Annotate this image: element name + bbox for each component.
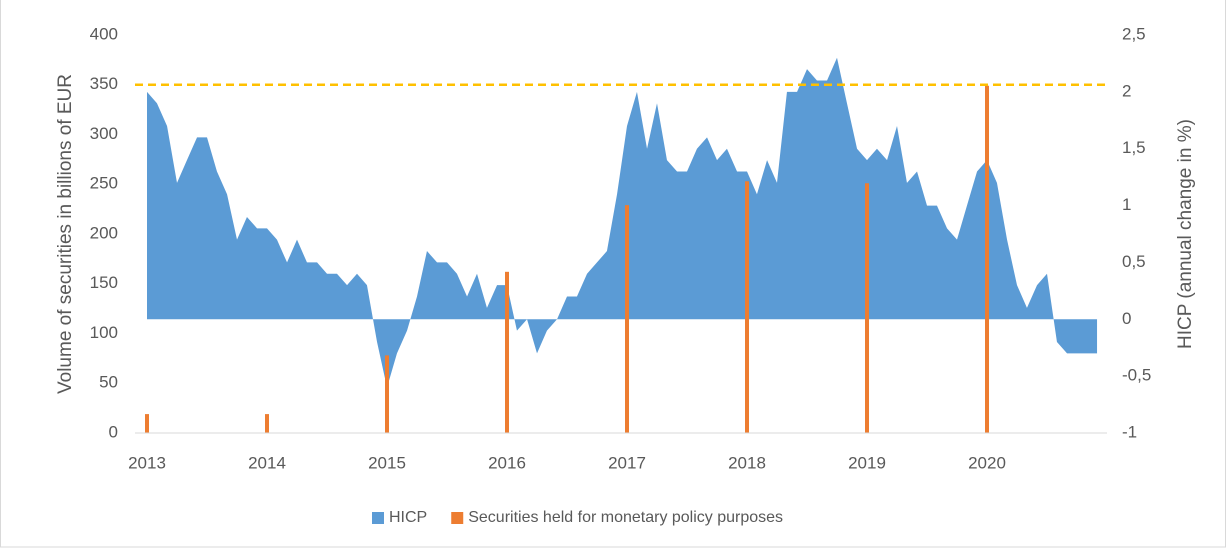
y-axis-title: Volume of securities in billions of EUR bbox=[55, 74, 76, 394]
y2-tick-label: 1,5 bbox=[1122, 138, 1146, 157]
bar bbox=[745, 181, 749, 433]
y2-tick-label: 2 bbox=[1122, 81, 1131, 100]
x-tick-label: 2013 bbox=[128, 453, 166, 472]
y-tick-label: 250 bbox=[90, 174, 118, 193]
bar bbox=[505, 271, 509, 433]
x-tick-label: 2019 bbox=[848, 453, 886, 472]
y2-tick-label: 1 bbox=[1122, 195, 1131, 214]
y-tick-label: 150 bbox=[90, 273, 118, 292]
y2-tick-label: 2,5 bbox=[1122, 24, 1146, 43]
bar bbox=[265, 414, 269, 433]
y-tick-label: 350 bbox=[90, 74, 118, 93]
bar bbox=[985, 85, 989, 434]
x-tick-label: 2017 bbox=[608, 453, 646, 472]
legend-label: HICP bbox=[389, 509, 427, 526]
x-tick-label: 2018 bbox=[728, 453, 766, 472]
legend-swatch bbox=[451, 512, 464, 524]
y2-tick-label: -1 bbox=[1122, 422, 1137, 441]
x-tick-label: 2016 bbox=[488, 453, 526, 472]
legend-swatch bbox=[372, 512, 384, 524]
y-tick-label: 0 bbox=[109, 422, 118, 441]
bar bbox=[145, 414, 149, 433]
y-tick-label: 400 bbox=[90, 24, 118, 43]
y2-tick-label: 0 bbox=[1122, 309, 1131, 328]
y2-axis-title: HICP (annual change in %) bbox=[1175, 119, 1196, 349]
bar bbox=[865, 183, 869, 433]
y2-tick-label: 0,5 bbox=[1122, 252, 1146, 271]
y-tick-label: 100 bbox=[90, 323, 118, 342]
hicp-area bbox=[147, 57, 1098, 388]
x-tick-label: 2014 bbox=[248, 453, 286, 472]
y2-tick-label: -0,5 bbox=[1122, 366, 1151, 385]
bar bbox=[385, 355, 389, 433]
y-tick-label: 50 bbox=[99, 373, 118, 392]
y-tick-label: 300 bbox=[90, 124, 118, 143]
x-tick-label: 2015 bbox=[368, 453, 406, 472]
y-tick-label: 200 bbox=[90, 223, 118, 242]
bar bbox=[625, 205, 629, 433]
x-tick-label: 2020 bbox=[968, 453, 1006, 472]
legend-label: Securities held for monetary policy purp… bbox=[468, 509, 783, 526]
